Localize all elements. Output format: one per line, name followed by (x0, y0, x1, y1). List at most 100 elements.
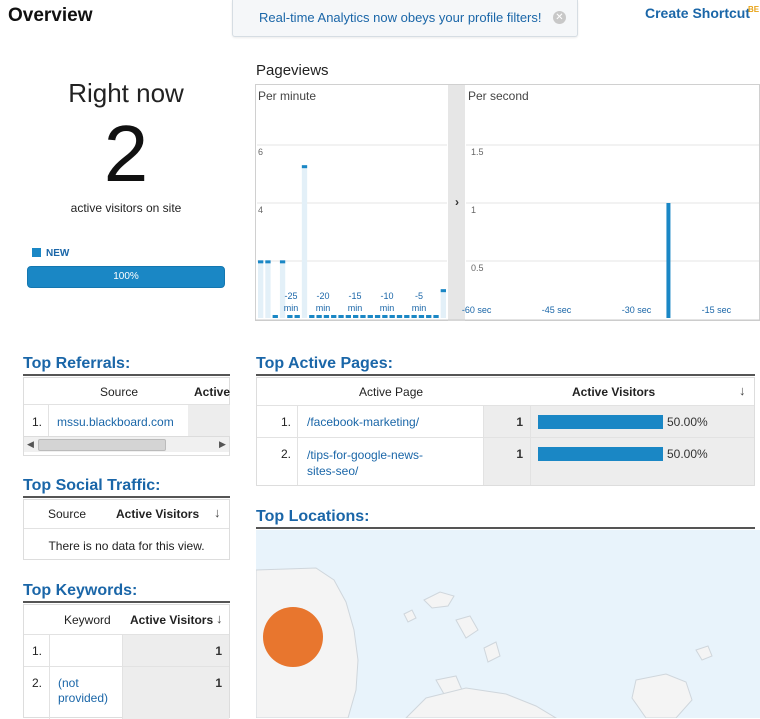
y-tick-label: 1 (471, 205, 476, 215)
bar[interactable] (382, 315, 388, 318)
bar[interactable] (404, 315, 410, 318)
bar[interactable] (367, 315, 373, 318)
new-visitors-bar: 100% (27, 266, 225, 288)
bar[interactable] (301, 165, 308, 169)
scrollbar-thumb[interactable] (38, 439, 166, 451)
land-island (403, 609, 417, 623)
x-tick-label: -10 min (380, 291, 395, 313)
bar[interactable] (426, 315, 432, 318)
social-empty-message: There is no data for this view. (48, 539, 205, 553)
bar[interactable] (418, 315, 425, 318)
bar[interactable] (353, 315, 359, 318)
bar[interactable] (323, 315, 330, 318)
beta-badge: BE (748, 5, 760, 14)
top-keywords-title: Top Keywords: (23, 582, 138, 599)
sort-down-icon[interactable]: ↓ (214, 505, 221, 520)
social-col-source[interactable]: Source (48, 507, 87, 521)
active-visitors-caption: active visitors on site (70, 201, 182, 215)
new-visitors-percent: 100% (113, 271, 139, 282)
land-cuba (405, 687, 557, 718)
pageviews-title: Pageviews (256, 62, 329, 79)
x-tick-label: -25 min (284, 291, 299, 313)
top-locations-rule (256, 527, 755, 529)
x-tick-label: -20 min (316, 291, 331, 313)
bar[interactable] (309, 315, 315, 318)
keywords-row-value: 1 (215, 644, 222, 658)
keywords-col-active[interactable]: Active Visitors (130, 613, 214, 627)
bar[interactable] (666, 203, 671, 318)
y-tick-label: 4 (258, 205, 263, 215)
top-active-pages-rule (256, 374, 755, 376)
y-tick-label: 1.5 (471, 147, 484, 157)
referrals-col-active[interactable]: Active (194, 385, 231, 399)
bar[interactable] (258, 260, 264, 264)
keywords-col-keyword[interactable]: Keyword (64, 613, 111, 627)
bar[interactable] (287, 315, 293, 318)
x-tick-label: -45 sec (542, 305, 572, 315)
bar[interactable] (272, 315, 278, 318)
active-page-row-index: 1. (281, 415, 292, 429)
land-island (455, 615, 479, 639)
keywords-row-index: 2. (32, 676, 43, 690)
referrals-row-source[interactable]: mssu.blackboard.com (57, 415, 174, 429)
pageviews-chart: › Per minute Per second 642-25min-20min-… (255, 84, 760, 321)
bar-shadow (265, 260, 271, 318)
keywords-row-keyword[interactable]: (not provided) (58, 676, 109, 705)
bar[interactable] (396, 315, 403, 318)
x-tick-label: -60 sec (462, 305, 492, 315)
y-tick-label: 6 (258, 147, 263, 157)
filter-notice: Real-time Analytics now obeys your profi… (232, 0, 578, 37)
bar[interactable] (279, 260, 286, 264)
bar[interactable] (433, 315, 439, 318)
active-visitors-count: 2 (103, 109, 149, 198)
active-pages-col-page[interactable]: Active Page (359, 385, 424, 399)
bar[interactable] (440, 289, 446, 293)
referrals-scrollbar[interactable]: ◀ ▶ (24, 436, 229, 452)
active-page-row-percent: 50.00% (667, 415, 708, 429)
bar-shadow (301, 165, 308, 318)
locations-map[interactable] (256, 530, 760, 718)
sort-down-icon[interactable]: ↓ (216, 611, 223, 626)
social-col-active[interactable]: Active Visitors (116, 507, 200, 521)
land-island (423, 591, 455, 609)
top-keywords-rule (23, 601, 230, 603)
bar[interactable] (338, 315, 344, 318)
per-second-label: Per second (468, 89, 529, 103)
top-active-pages-title: Top Active Pages: (256, 355, 393, 372)
social-table: Source Active Visitors ↓ There is no dat… (23, 499, 230, 560)
top-referrals-rule (23, 374, 230, 376)
keywords-row-index: 1. (32, 644, 43, 658)
referrals-table: Source Active 1. mssu.blackboard.com ◀ ▶ (23, 377, 230, 456)
per-minute-label: Per minute (258, 89, 316, 103)
bar[interactable] (265, 260, 271, 264)
bar[interactable] (294, 315, 300, 318)
sort-down-icon[interactable]: ↓ (739, 383, 746, 398)
bar[interactable] (331, 315, 337, 318)
scroll-right-icon[interactable]: ▶ (219, 439, 226, 449)
land-island (483, 641, 501, 663)
active-page-row-percent: 50.00% (667, 447, 708, 461)
new-visitors-swatch (32, 248, 41, 257)
bar[interactable] (360, 315, 366, 318)
top-social-title: Top Social Traffic: (23, 477, 161, 494)
x-tick-label: -30 sec (622, 305, 652, 315)
bar[interactable] (411, 315, 417, 318)
right-now-label: Right now (68, 78, 184, 108)
location-bubble[interactable] (263, 607, 323, 667)
close-icon[interactable]: ✕ (553, 11, 566, 24)
referrals-col-source[interactable]: Source (100, 385, 139, 399)
bar[interactable] (374, 315, 381, 318)
bar[interactable] (345, 315, 351, 318)
active-pages-col-active[interactable]: Active Visitors (572, 385, 656, 399)
filter-notice-text: Real-time Analytics now obeys your profi… (259, 10, 542, 25)
bar[interactable] (316, 315, 322, 318)
scroll-left-icon[interactable]: ◀ (27, 439, 34, 449)
land-island (695, 645, 713, 661)
chevron-right-icon[interactable]: › (455, 195, 459, 209)
active-page-share-bar (538, 447, 663, 461)
bar[interactable] (389, 315, 395, 318)
create-shortcut-link[interactable]: Create Shortcut (645, 5, 751, 21)
active-page-row-link[interactable]: /tips-for-google-news-sites-seo/ (307, 448, 424, 478)
active-page-row-link[interactable]: /facebook-marketing/ (307, 415, 420, 429)
top-locations-title: Top Locations: (256, 508, 370, 525)
